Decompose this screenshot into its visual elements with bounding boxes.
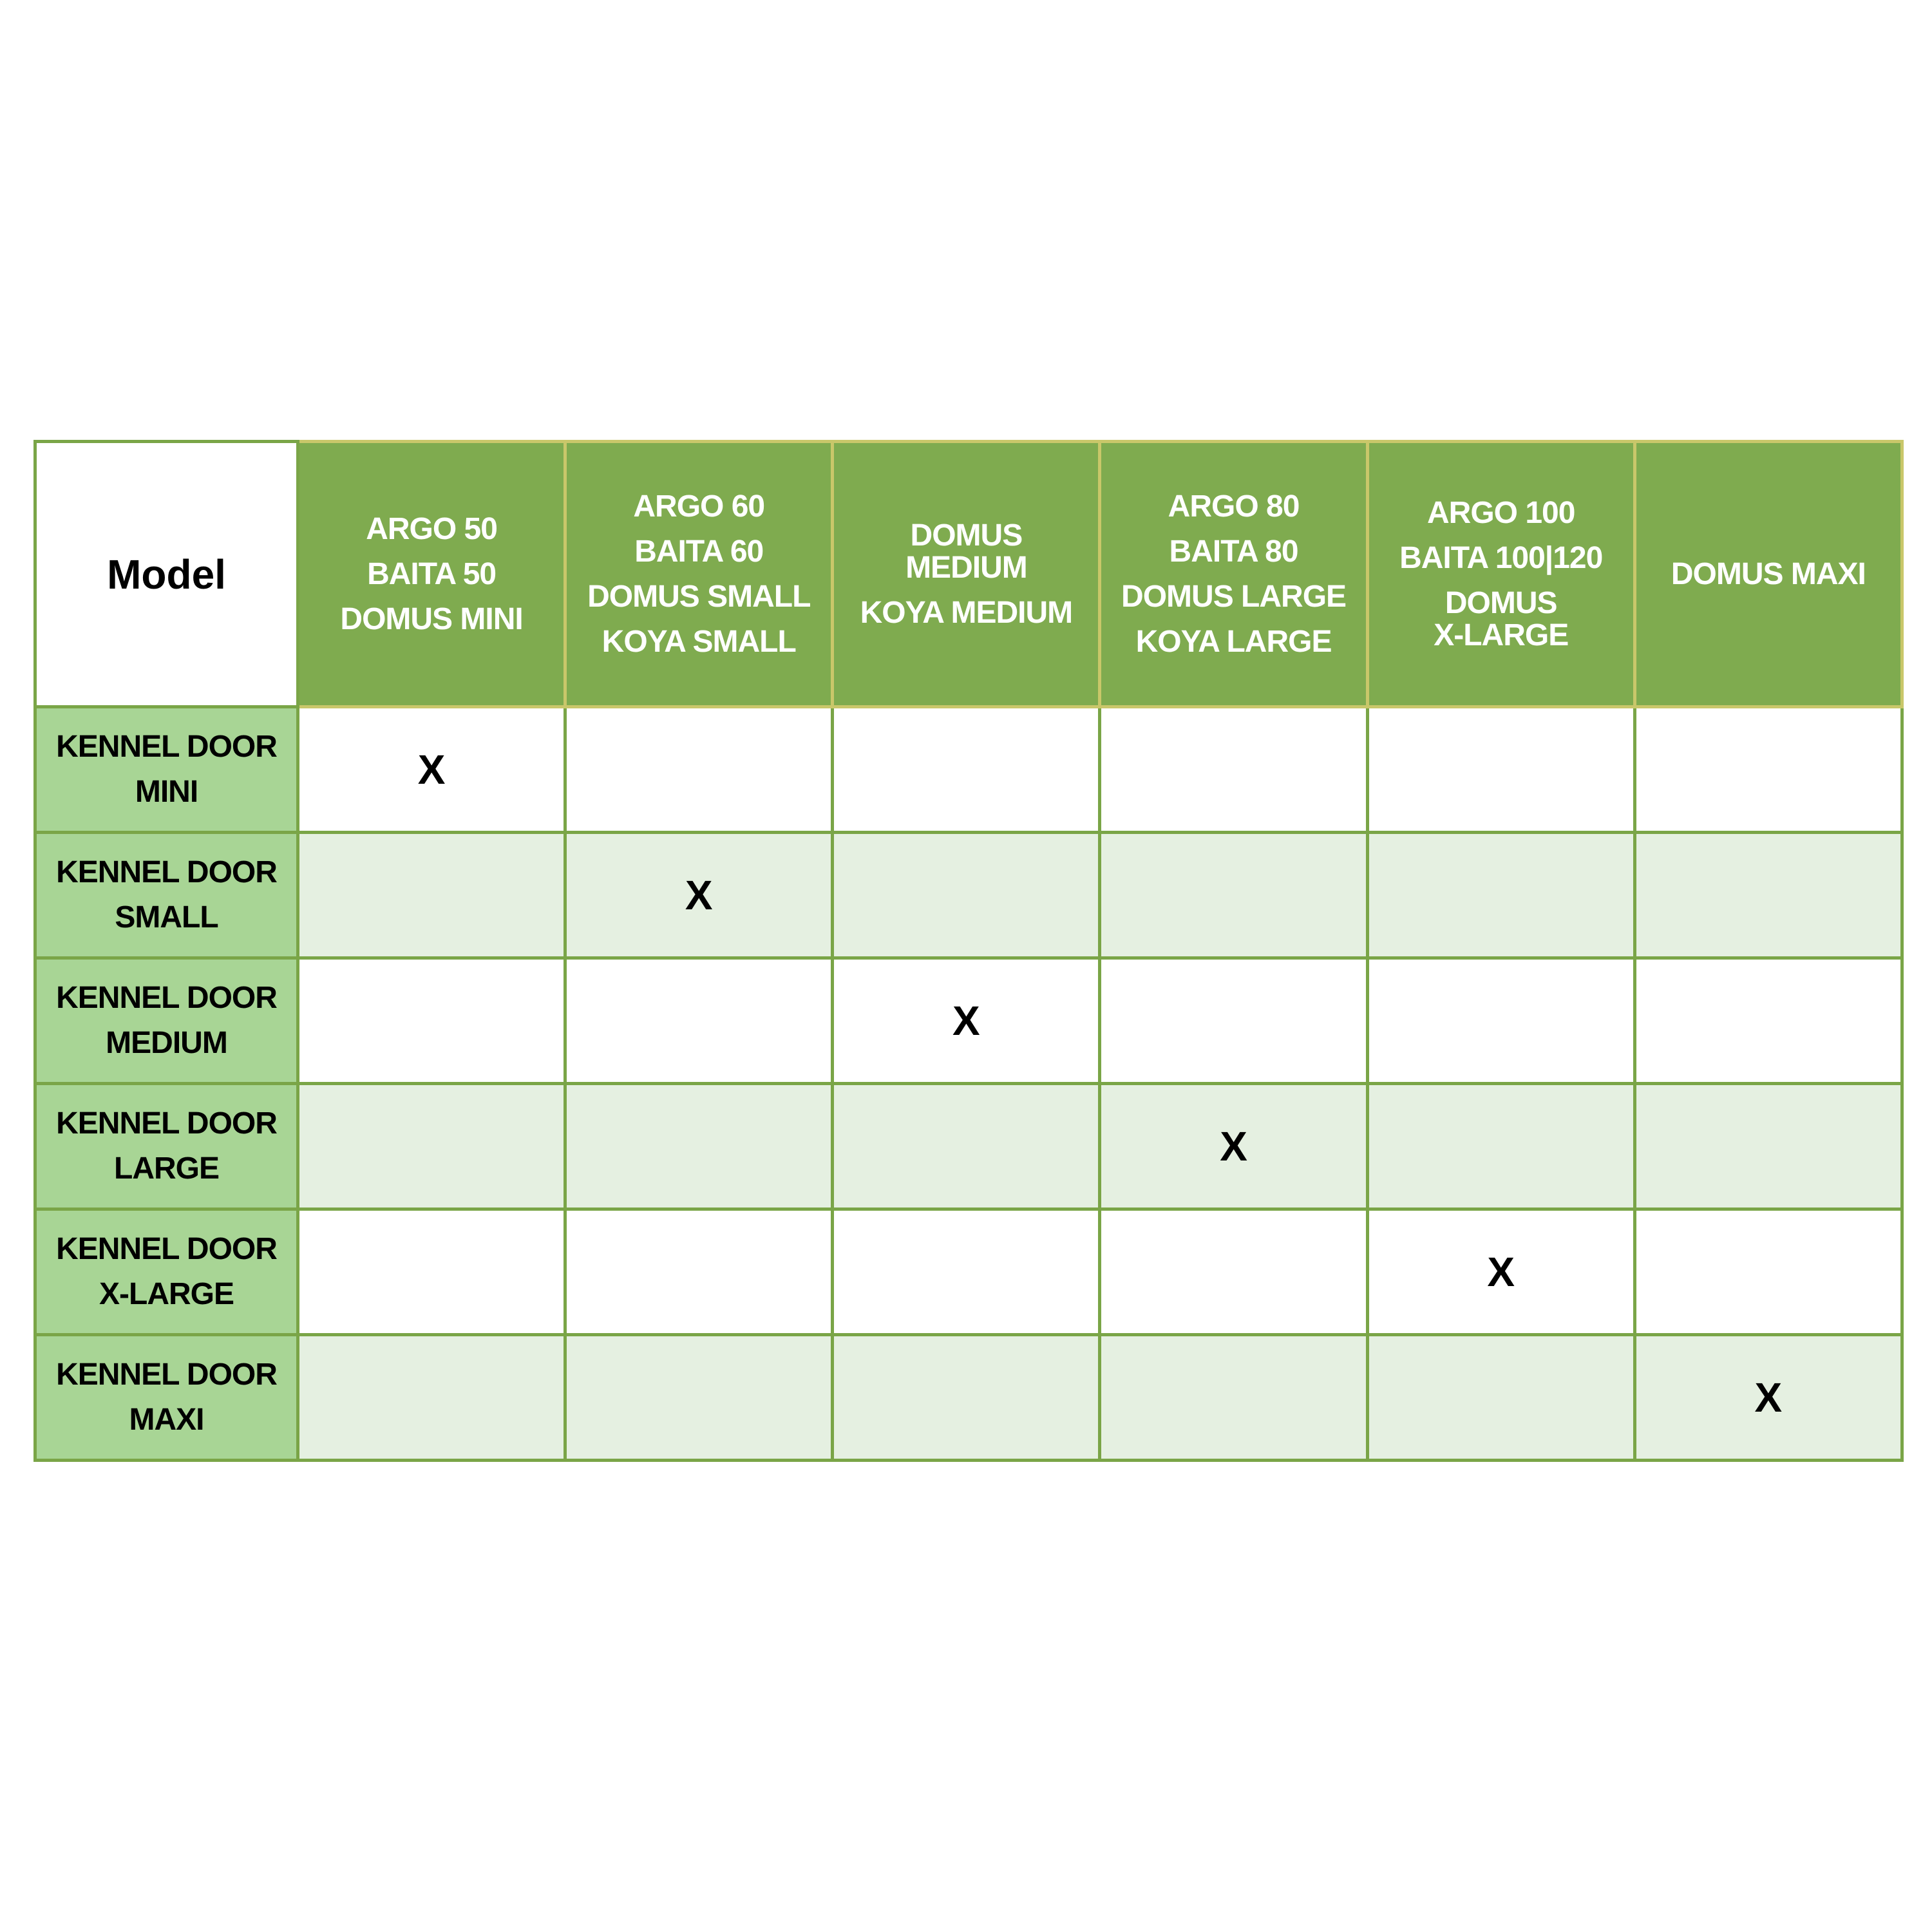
- row-label: KENNEL DOOR X-LARGE: [33, 1208, 299, 1336]
- compatibility-cell: [296, 1333, 567, 1462]
- compatibility-cell: X: [1633, 1333, 1904, 1462]
- table-row: KENNEL DOOR MEDIUM X: [33, 956, 1904, 1085]
- compatibility-cell: [1365, 1333, 1636, 1462]
- column-header-model-name: KOYA SMALL: [601, 624, 797, 659]
- compatibility-cell: [1365, 705, 1636, 834]
- column-header-model-name: BAITA 100|120: [1399, 540, 1603, 575]
- corner-label-model: Model: [33, 440, 299, 708]
- column-header: DOMUS MEDIUM KOYA MEDIUM: [831, 440, 1102, 708]
- column-header-model-name: ARGO 60: [633, 489, 765, 524]
- compatibility-cell: [1633, 1208, 1904, 1336]
- compatibility-cell: [1098, 831, 1369, 960]
- column-header-model-name: KOYA LARGE: [1135, 624, 1332, 659]
- compatibility-cell: [564, 1208, 835, 1336]
- compatibility-cell: [296, 831, 567, 960]
- compatibility-cell: [831, 1082, 1102, 1211]
- table-row: KENNEL DOOR LARGE X: [33, 1082, 1904, 1211]
- compatibility-cell: X: [831, 956, 1102, 1085]
- compatibility-cell: [1633, 1082, 1904, 1211]
- row-label: KENNEL DOOR MAXI: [33, 1333, 299, 1462]
- compatibility-cell: [296, 1208, 567, 1336]
- compatibility-cell: [1633, 705, 1904, 834]
- column-header-model-name: KOYA MEDIUM: [860, 595, 1073, 630]
- compatibility-table: Model ARGO 50 BAITA 50 DOMUS MINI ARGO 60 BA…: [33, 440, 1904, 1462]
- compatibility-cell: [831, 831, 1102, 960]
- column-header-model-name: DOMUS MINI: [340, 601, 523, 636]
- compatibility-cell: X: [564, 831, 835, 960]
- compatibility-cell: [1098, 705, 1369, 834]
- compatibility-cell: [1098, 1208, 1369, 1336]
- compatibility-cell: [1633, 956, 1904, 1085]
- compatibility-cell: [1098, 956, 1369, 1085]
- compatibility-cell: [564, 956, 835, 1085]
- row-label: KENNEL DOOR MINI: [33, 705, 299, 834]
- row-label: KENNEL DOOR LARGE: [33, 1082, 299, 1211]
- compatibility-cell: [831, 1333, 1102, 1462]
- table-row: KENNEL DOOR MINI X: [33, 705, 1904, 834]
- compatibility-cell: [831, 705, 1102, 834]
- column-header-model-name: BAITA 60: [634, 534, 764, 569]
- column-header-model-name: DOMUS LARGE: [1121, 579, 1347, 614]
- compatibility-cell: [564, 1082, 835, 1211]
- compatibility-cell: [1098, 1333, 1369, 1462]
- compatibility-cell: [564, 1333, 835, 1462]
- compatibility-cell: [296, 956, 567, 1085]
- column-header-model-name: DOMUS X-LARGE: [1434, 585, 1569, 652]
- column-header: ARGO 80 BAITA 80 DOMUS LARGE KOYA LARGE: [1098, 440, 1369, 708]
- compatibility-cell: X: [1365, 1208, 1636, 1336]
- compatibility-cell: [296, 1082, 567, 1211]
- compatibility-cell: [564, 705, 835, 834]
- compatibility-cell: X: [1098, 1082, 1369, 1211]
- table-row: KENNEL DOOR MAXI X: [33, 1333, 1904, 1462]
- column-header-model-name: BAITA 80: [1169, 534, 1299, 569]
- compatibility-cell: [831, 1208, 1102, 1336]
- column-header-model-name: DOMUS MAXI: [1671, 556, 1866, 591]
- compatibility-cell: [1633, 831, 1904, 960]
- compatibility-cell: [1365, 831, 1636, 960]
- column-header-model-name: DOMUS SMALL: [587, 579, 811, 614]
- column-header: ARGO 100 BAITA 100|120 DOMUS X-LARGE: [1365, 440, 1636, 708]
- compatibility-cell: [1365, 956, 1636, 1085]
- column-header-model-name: ARGO 100: [1426, 495, 1575, 530]
- column-header-model-name: BAITA 50: [367, 556, 497, 591]
- column-header-model-name: ARGO 50: [366, 511, 498, 546]
- column-header: DOMUS MAXI: [1633, 440, 1904, 708]
- column-header: ARGO 60 BAITA 60 DOMUS SMALL KOYA SMALL: [564, 440, 835, 708]
- row-label: KENNEL DOOR SMALL: [33, 831, 299, 960]
- column-header-model-name: DOMUS MEDIUM: [905, 518, 1028, 585]
- table-row: KENNEL DOOR X-LARGE X: [33, 1208, 1904, 1336]
- header-row: Model ARGO 50 BAITA 50 DOMUS MINI ARGO 60 BA…: [33, 440, 1904, 708]
- compatibility-cell: X: [296, 705, 567, 834]
- row-label: KENNEL DOOR MEDIUM: [33, 956, 299, 1085]
- compatibility-cell: [1365, 1082, 1636, 1211]
- table-row: KENNEL DOOR SMALL X: [33, 831, 1904, 960]
- column-header: ARGO 50 BAITA 50 DOMUS MINI: [296, 440, 567, 708]
- column-header-model-name: ARGO 80: [1168, 489, 1300, 524]
